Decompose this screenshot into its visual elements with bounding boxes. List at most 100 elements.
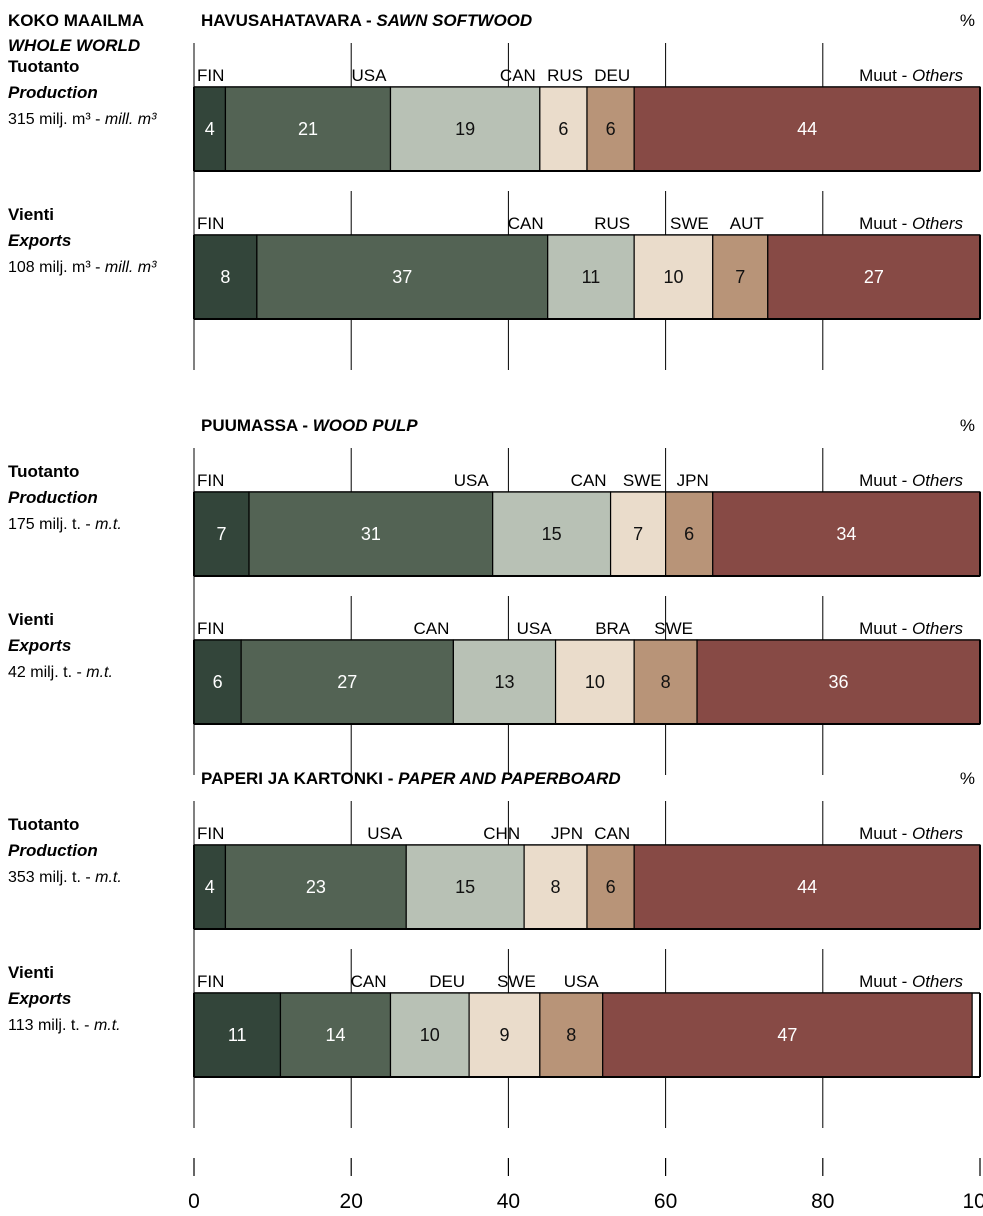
- value-label-1-0-0: 7: [217, 524, 227, 544]
- country-label-2-1-5-en: Others: [912, 972, 964, 991]
- value-label-0-1-1: 37: [392, 267, 412, 287]
- country-label-2-0-5-en: Others: [912, 824, 964, 843]
- country-label-1-0-4: JPN: [677, 471, 709, 490]
- bar-segment-1-1-0: [193, 639, 242, 725]
- country-label-0-1-5-fi: Muut -: [859, 214, 912, 233]
- country-label-2-1-2: DEU: [429, 972, 465, 991]
- value-label-2-1-0: 11: [228, 1025, 247, 1045]
- value-label-2-0-3: 8: [551, 877, 561, 897]
- bar-segment-0-1-1: [256, 234, 549, 320]
- row-amount-2-0-en: m.t.: [95, 869, 122, 886]
- bar-segment-1-1-2: [452, 639, 557, 725]
- x-tick-label-4: 80: [811, 1190, 834, 1211]
- bar-segment-0-0-4: [586, 86, 635, 172]
- row-amount-2-1-en: m.t.: [94, 1017, 121, 1034]
- value-label-1-0-2: 15: [542, 524, 562, 544]
- value-label-1-1-5: 36: [829, 672, 849, 692]
- row-label-en-1-0: Production: [8, 488, 98, 507]
- percent-symbol-1: %: [960, 416, 975, 435]
- country-label-0-0-0: FIN: [197, 66, 224, 85]
- value-label-0-1-5: 27: [864, 267, 884, 287]
- row-amount-2-0: 353 milj. t. - m.t.: [8, 869, 122, 886]
- country-label-1-0-5: Muut - Others: [859, 471, 963, 490]
- bar-segment-1-0-0: [193, 491, 250, 577]
- row-label-en-0-0: Production: [8, 83, 98, 102]
- value-label-0-0-0: 4: [205, 119, 215, 139]
- country-label-1-0-5-fi: Muut -: [859, 471, 912, 490]
- country-label-0-0-5: Muut - Others: [859, 66, 963, 85]
- bar-segment-1-1-1: [240, 639, 454, 725]
- x-tick-label-0: 0: [188, 1190, 200, 1211]
- panel-title-1-fi: PUUMASSA -: [201, 416, 313, 435]
- value-label-1-0-4: 6: [684, 524, 694, 544]
- value-label-1-1-4: 8: [661, 672, 671, 692]
- row-amount-0-0: 315 milj. m³ - mill. m³: [8, 111, 157, 128]
- value-label-1-1-0: 6: [213, 672, 223, 692]
- value-label-0-0-1: 21: [298, 119, 318, 139]
- country-label-2-0-3: JPN: [551, 824, 583, 843]
- country-label-2-0-5-fi: Muut -: [859, 824, 912, 843]
- country-label-0-0-1: USA: [352, 66, 388, 85]
- row-amount-0-1-fi: 108 milj. m³ -: [8, 259, 105, 276]
- value-label-0-0-4: 6: [606, 119, 616, 139]
- value-label-2-1-5: 47: [777, 1025, 797, 1045]
- value-label-2-0-5: 44: [797, 877, 817, 897]
- row-amount-2-1-fi: 113 milj. t. -: [8, 1017, 94, 1034]
- country-label-2-1-4: USA: [564, 972, 600, 991]
- bar-segment-0-1-0: [193, 234, 258, 320]
- country-label-1-1-5-en: Others: [912, 619, 964, 638]
- country-label-0-0-5-fi: Muut -: [859, 66, 912, 85]
- panel-title-2-fi: PAPERI JA KARTONKI -: [201, 769, 398, 788]
- row-amount-1-1: 42 milj. t. - m.t.: [8, 664, 113, 681]
- panel-title-1: PUUMASSA - WOOD PULP: [201, 416, 418, 435]
- bar-segment-0-1-3: [633, 234, 714, 320]
- row-label-fi-0-0: Tuotanto: [8, 57, 79, 76]
- country-label-1-1-5-fi: Muut -: [859, 619, 912, 638]
- country-label-2-1-1: CAN: [351, 972, 387, 991]
- x-tick-label-3: 60: [654, 1190, 677, 1211]
- row-amount-1-0-en: m.t.: [95, 516, 122, 533]
- bar-segment-2-1-1: [279, 992, 392, 1078]
- value-label-1-0-3: 7: [633, 524, 643, 544]
- country-label-0-1-5: Muut - Others: [859, 214, 963, 233]
- country-label-0-1-3: SWE: [670, 214, 709, 233]
- bar-segment-0-0-5: [633, 86, 981, 172]
- country-label-1-1-2: USA: [517, 619, 553, 638]
- country-label-0-1-0: FIN: [197, 214, 224, 233]
- country-label-1-1-1: CAN: [413, 619, 449, 638]
- row-amount-1-1-en: m.t.: [86, 664, 113, 681]
- row-amount-1-0: 175 milj. t. - m.t.: [8, 516, 122, 533]
- row-amount-0-0-en: mill. m³: [105, 111, 157, 128]
- bar-segment-2-0-0: [193, 844, 227, 930]
- page-title-line2: WHOLE WORLD: [8, 36, 140, 55]
- panel-title-0-en: SAWN SOFTWOOD: [376, 11, 532, 30]
- bar-segment-1-1-5: [696, 639, 981, 725]
- country-label-0-0-3: RUS: [547, 66, 583, 85]
- x-tick-label-2: 40: [497, 1190, 520, 1211]
- percent-symbol-0: %: [960, 11, 975, 30]
- country-label-2-0-1: USA: [367, 824, 403, 843]
- country-label-1-1-0: FIN: [197, 619, 224, 638]
- value-label-2-0-4: 6: [606, 877, 616, 897]
- country-label-2-1-5-fi: Muut -: [859, 972, 912, 991]
- country-label-2-0-0: FIN: [197, 824, 224, 843]
- value-label-2-0-0: 4: [205, 877, 215, 897]
- row-label-fi-2-1: Vienti: [8, 963, 54, 982]
- page-title-line1: KOKO MAAILMA: [8, 11, 144, 30]
- bar-segment-2-0-2: [405, 844, 525, 930]
- country-label-0-0-5-en: Others: [912, 66, 964, 85]
- value-label-2-0-2: 15: [455, 877, 475, 897]
- percent-symbol-2: %: [960, 769, 975, 788]
- row-amount-2-0-fi: 353 milj. t. -: [8, 869, 95, 886]
- panel-title-0-fi: HAVUSAHATAVARA -: [201, 11, 376, 30]
- country-label-1-0-1: USA: [454, 471, 490, 490]
- value-label-0-1-3: 10: [663, 267, 683, 287]
- value-label-1-0-5: 34: [836, 524, 856, 544]
- country-label-1-0-3: SWE: [623, 471, 662, 490]
- panel-title-2-en: PAPER AND PAPERBOARD: [398, 769, 621, 788]
- row-label-fi-1-0: Tuotanto: [8, 462, 79, 481]
- bar-segment-0-1-2: [547, 234, 635, 320]
- bar-segment-0-0-3: [539, 86, 588, 172]
- country-label-2-1-5: Muut - Others: [859, 972, 963, 991]
